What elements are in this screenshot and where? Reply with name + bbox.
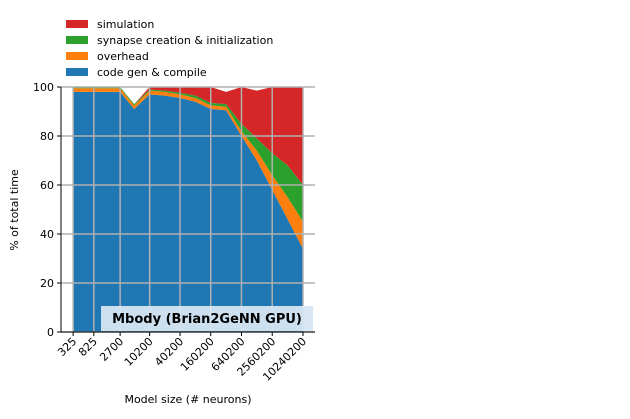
- y-axis-label: % of total time: [8, 169, 21, 251]
- x-axis-label: Model size (# neurons): [124, 393, 251, 406]
- legend-swatch: [66, 20, 88, 28]
- legend-label: simulation: [97, 18, 154, 31]
- legend-swatch: [66, 52, 88, 60]
- x-tick-label: 825: [76, 335, 100, 359]
- legend-label: code gen & compile: [97, 66, 207, 79]
- x-tick-label: 325: [55, 335, 79, 359]
- annotation-box: [101, 306, 313, 331]
- legend-swatch: [66, 36, 88, 44]
- y-tick-label: 20: [40, 277, 54, 290]
- y-tick-label: 0: [47, 326, 54, 339]
- legend-label: overhead: [97, 50, 149, 63]
- y-tick-label: 100: [33, 81, 54, 94]
- annotation: Mbody (Brian2GeNN GPU): [112, 312, 302, 327]
- y-tick-label: 80: [40, 130, 54, 143]
- y-tick-label: 60: [40, 179, 54, 192]
- legend-label: synapse creation & initialization: [97, 34, 273, 47]
- area: [73, 91, 303, 333]
- legend-swatch: [66, 68, 88, 76]
- x-tick-label: 10200: [122, 335, 156, 369]
- y-tick-label: 40: [40, 228, 54, 241]
- area: [73, 87, 303, 185]
